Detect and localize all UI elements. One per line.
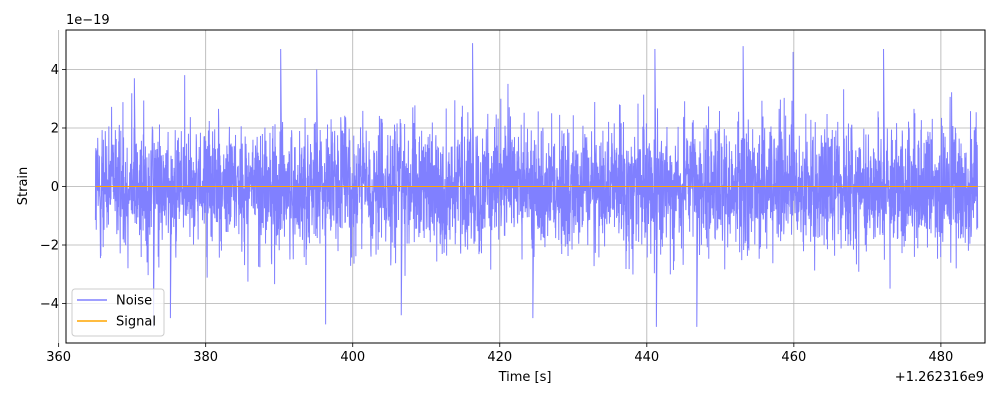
x-tick-label: 400 (340, 350, 365, 365)
x-offset-label: +1.262316e9 (895, 370, 984, 385)
y-scale-label: 1e−19 (66, 13, 110, 28)
x-tick-label: 440 (634, 350, 659, 365)
x-tick-label: 380 (193, 350, 218, 365)
y-tick-label: 4 (51, 63, 59, 78)
x-tick-label: 480 (928, 350, 953, 365)
legend-signal-label: Signal (116, 315, 156, 330)
y-tick-label: −4 (40, 297, 59, 312)
y-tick-label: 0 (51, 180, 59, 195)
y-tick-label: −2 (40, 239, 59, 254)
x-tick-label: 460 (781, 350, 806, 365)
ticks: 360 380 400 420 440 460 480 −4 −2 0 2 4 (40, 63, 953, 365)
y-tick-label: 2 (51, 121, 59, 136)
x-tick-label: 360 (46, 350, 71, 365)
plot-area (94, 43, 979, 327)
noise-series-line (94, 43, 979, 327)
legend-noise-label: Noise (116, 294, 152, 309)
x-tick-label: 420 (487, 350, 512, 365)
y-axis-label: Strain (16, 167, 31, 206)
legend: Noise Signal (71, 288, 165, 337)
x-axis-label: Time [s] (498, 370, 552, 385)
